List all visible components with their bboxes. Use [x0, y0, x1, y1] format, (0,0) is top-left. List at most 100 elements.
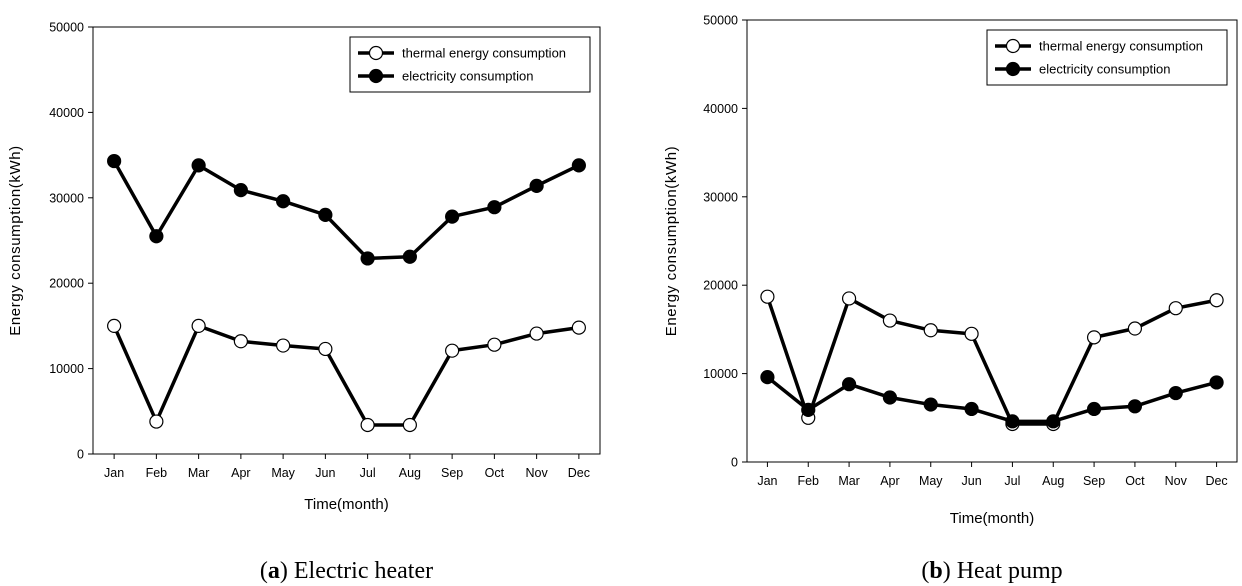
chart-b-series-electricity-point-aug: [1046, 414, 1061, 429]
chart-a-xtick-label-jun: Jun: [315, 466, 335, 480]
chart-a-xtick-label-oct: Oct: [485, 466, 505, 480]
chart-b-series-thermal-point-oct: [1127, 321, 1143, 336]
chart-b-series-thermal-line: [765, 296, 1217, 426]
chart-b-xtick-label-nov: Nov: [1165, 474, 1188, 488]
chart-b-series-thermal-point-jan: [760, 289, 775, 304]
chart-a-series-thermal-point-jul: [360, 417, 375, 433]
chart-b-xtick-label-mar: Mar: [838, 474, 860, 488]
chart-b-legend-thermal-marker-sample: [1005, 38, 1021, 54]
chart-b-plot-frame: [746, 19, 1238, 463]
chart-b-xtick-label-jan: Jan: [757, 474, 777, 488]
chart-a-legend-thermal-label: thermal energy consumption: [402, 46, 566, 61]
chart-b-caption-label: b: [929, 558, 942, 584]
chart-b-xtick-label-aug: Aug: [1042, 474, 1064, 488]
chart-b-caption: (b) Heat pump: [921, 558, 1062, 584]
chart-a-xtick-label-may: May: [271, 466, 295, 480]
chart-b-ytick-label-1: 10000: [703, 367, 738, 381]
chart-b-series-electricity-point-dec: [1209, 375, 1224, 390]
chart-a-caption-text: Electric heater: [294, 558, 433, 584]
chart-b-series-thermal-point-sep: [1086, 330, 1102, 345]
chart-b-series-thermal-point-mar: [841, 291, 857, 306]
chart-b-series-electricity-point-may: [923, 397, 938, 412]
chart-b-x-axis-title: Time(month): [950, 510, 1034, 527]
chart-b-ytick-label-2: 20000: [703, 279, 738, 293]
chart-a-series-electricity-line: [112, 160, 580, 261]
chart-a-xtick-label-dec: Dec: [568, 466, 590, 480]
chart-a-series-thermal-point-oct: [487, 337, 502, 352]
chart-b-legend-box: [986, 29, 1228, 86]
chart-b-xtick-label-apr: Apr: [880, 474, 899, 488]
chart-b-caption-open-paren: (: [921, 558, 929, 584]
chart-a: 0 10000 20000 30000 40000 50000 Jan Feb Mar Apr Ma…: [7, 21, 601, 584]
chart-a-legend-box: [349, 36, 591, 93]
chart-a-xtick-label-jan: Jan: [104, 466, 124, 480]
chart-b-series-electricity-point-sep: [1086, 401, 1102, 417]
chart-b-y-axis-title: Energy consumption(kWh): [663, 146, 680, 337]
chart-b-series-electricity-point-feb: [801, 402, 816, 417]
chart-a-legend-electricity-label: electricity consumption: [402, 69, 534, 84]
chart-a-series-thermal-point-apr: [233, 334, 248, 349]
chart-a-xtick-label-feb: Feb: [146, 466, 168, 480]
chart-a-xtick-label-sep: Sep: [441, 466, 463, 480]
chart-b-series-electricity-line: [766, 375, 1218, 424]
chart-b-legend-electricity-label: electricity consumption: [1039, 62, 1171, 77]
chart-a-series-thermal-point-mar: [191, 318, 206, 333]
chart-a-legend-thermal-marker-sample: [368, 45, 384, 61]
chart-a-caption-label: a: [268, 558, 280, 584]
chart-a-series-electricity-point-jan: [107, 153, 122, 169]
chart-b-ytick-label-0: 0: [731, 456, 738, 470]
chart-a-series-thermal-point-nov: [529, 326, 544, 341]
chart-a-series-thermal-point-jan: [107, 318, 122, 333]
chart-a-series-electricity-point-dec: [571, 158, 586, 173]
chart-a-xtick-label-apr: Apr: [231, 466, 250, 480]
chart-b-series-thermal-point-nov: [1168, 301, 1183, 316]
chart-b-xtick-label-feb: Feb: [797, 474, 819, 488]
chart-a-series-thermal-point-dec: [571, 320, 586, 335]
chart-a-series-electricity-point-feb: [149, 229, 164, 244]
chart-b-series-thermal-point-jun: [964, 326, 979, 341]
chart-a-series-thermal-point-feb: [149, 414, 164, 429]
chart-a-caption-open-paren: (: [260, 558, 268, 584]
chart-a-series-electricity-point-nov: [529, 178, 544, 193]
chart-b-xtick-label-sep: Sep: [1083, 474, 1105, 488]
chart-a-series-thermal-point-aug: [402, 417, 417, 433]
chart-b-legend-thermal-label: thermal energy consumption: [1039, 39, 1203, 54]
chart-b-series-electricity-point-mar: [841, 377, 857, 392]
chart-a-series-thermal-point-may: [276, 338, 291, 353]
chart-a-y-axis-title: Energy consumption(kWh): [7, 145, 24, 336]
chart-a-series-electricity-point-apr: [233, 183, 248, 198]
chart-b-series-electricity-point-nov: [1168, 385, 1183, 401]
chart-a-series-electricity-point-oct: [487, 200, 502, 215]
chart-a-series-thermal-point-jun: [318, 341, 333, 357]
chart-b-legend-electricity-marker-sample: [1005, 61, 1021, 77]
chart-a-series-electricity-point-aug: [402, 249, 417, 264]
chart-b-caption-close-paren: ): [943, 558, 957, 584]
chart-a-xtick-label-jul: Jul: [360, 466, 376, 480]
chart-b-xtick-label-jul: Jul: [1004, 474, 1020, 488]
chart-a-legend-electricity-marker-sample: [368, 68, 384, 84]
chart-b-xtick-label-dec: Dec: [1205, 474, 1227, 488]
chart-b-ytick-label-5: 50000: [703, 14, 738, 28]
chart-a-ytick-label-5: 50000: [49, 21, 84, 35]
chart-b-ytick-label-3: 30000: [703, 190, 738, 204]
chart-a-xtick-label-aug: Aug: [399, 466, 421, 480]
chart-a-series-thermal-point-sep: [445, 343, 460, 358]
chart-a-series-electricity-point-mar: [191, 158, 206, 173]
chart-b-caption-text: Heat pump: [957, 558, 1063, 584]
chart-a-ytick-label-3: 30000: [49, 191, 84, 205]
chart-a-ytick-label-4: 40000: [49, 106, 84, 120]
chart-b-xtick-label-jun: Jun: [962, 474, 982, 488]
chart-b-series-electricity-point-apr: [882, 390, 898, 405]
chart-b-series-electricity-point-jul: [1005, 414, 1020, 429]
chart-a-series-electricity-point-jul: [360, 251, 375, 266]
chart-b-ytick-label-4: 40000: [703, 102, 738, 116]
chart-b-series-thermal-point-may: [923, 323, 938, 338]
chart-b-series-electricity-point-jan: [760, 370, 775, 385]
chart-a-ytick-label-1: 10000: [49, 362, 84, 376]
chart-b-xtick-label-may: May: [919, 474, 943, 488]
chart-a-caption: (a) Electric heater: [260, 558, 433, 584]
chart-b: 0 10000 20000 30000 40000 50000 Jan Feb Mar Apr Ma…: [663, 14, 1238, 584]
chart-b-series-thermal-point-apr: [882, 313, 898, 328]
chart-a-plot-frame: [92, 26, 601, 455]
